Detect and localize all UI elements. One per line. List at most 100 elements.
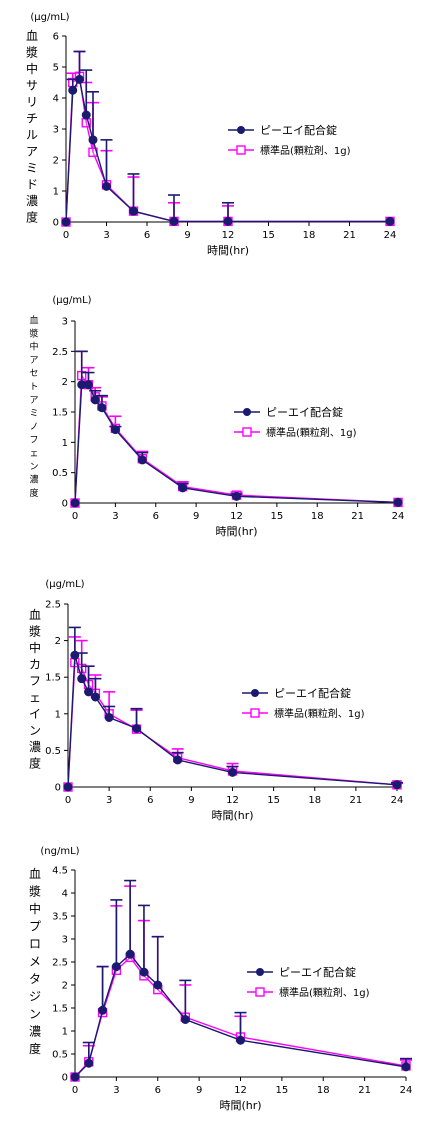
y-tick-label: 2.5 [52,347,68,358]
x-tick-label: 6 [144,230,150,241]
y-tick-label: 2.5 [45,600,61,611]
y-unit-label: (μg/mL) [45,579,84,590]
x-tick-label: 15 [276,1085,289,1096]
x-axis-title: 時間(hr) [211,809,253,822]
y-tick-label: 2.5 [52,958,68,969]
legend-label-pa: ピーエイ配合錠 [260,123,337,137]
legend-label-standard: 標準品(顆粒剤、1g) [279,986,370,999]
x-tick-label: 12 [226,795,239,806]
y-tick-label: 0.5 [52,1050,68,1061]
x-tick-label: 3 [106,795,112,806]
data-point-circle [70,650,80,660]
legend-marker-pa [237,126,245,134]
y-tick-label: 0.5 [45,746,61,757]
x-tick-label: 9 [193,511,199,522]
y-tick-label: 4 [53,94,59,105]
x-tick-label: 15 [262,230,275,241]
chart-panel-3: 0 0.5 1 1.5 2 2.5 0 3 6 9 12 15 18 21 24 (μg/mL) 時間(hr) 血… [29,579,403,822]
data-point-circle [132,723,142,733]
legend-marker-standard [236,145,246,155]
y-unit-label: (ng/mL) [40,846,79,857]
legend-label-standard: 標準品(顆粒剤、1g) [266,426,357,439]
y-tick-label: 1.5 [45,673,61,684]
legend-label-pa: ピーエイ配合錠 [266,405,343,419]
data-point-circle [232,491,241,501]
y-tick-label: 1 [53,187,59,198]
x-tick-label: 3 [103,230,109,241]
data-point-circle [102,181,111,191]
data-point-circle [236,1035,245,1045]
y-tick-label: 4 [62,889,68,900]
x-tick-label: 18 [311,511,324,522]
y-tick-label: 3 [62,935,68,946]
series-standard-granule [61,50,395,227]
y-tick-label: 1 [55,709,61,720]
y-tick-label: 3 [53,125,59,136]
data-point-circle [75,74,84,84]
data-point-circle [223,216,233,226]
data-point-circle [98,1005,108,1015]
legend-label-standard: 標準品(顆粒剤、1g) [260,144,351,157]
series-standard-granule [70,885,412,1082]
x-tick-label: 12 [234,1085,247,1096]
y-axis-title: 血漿中アセトアミノフェン濃度 [29,314,38,499]
y-tick-label: 1 [62,1027,68,1038]
x-tick-label: 6 [147,795,153,806]
x-tick-label: 0 [63,230,69,241]
legend-marker-pa [256,968,264,976]
data-point-circle [81,110,91,120]
data-point-circle [228,767,237,777]
data-point-circle [153,980,163,990]
x-tick-label: 18 [317,1085,330,1096]
y-tick-label: 1.5 [52,408,68,419]
y-tick-label: 3 [62,317,68,328]
data-point-circle [90,395,100,405]
series-line [65,77,390,223]
x-tick-label: 21 [343,230,356,241]
y-tick-label: 0.5 [52,468,68,479]
y-tick-label: 0 [62,1073,68,1084]
y-tick-label: 1.5 [52,1004,68,1015]
y-tick-label: 4.5 [52,866,68,877]
x-tick-label: 0 [72,1085,78,1096]
x-tick-label: 18 [303,230,316,241]
data-point-circle [97,403,107,413]
x-tick-label: 3 [113,1085,119,1096]
series-pa-tablet [63,626,403,792]
x-tick-label: 18 [308,795,321,806]
y-axis-title: 血漿中サリチルアミド濃度 [26,29,38,225]
series-line [74,953,407,1078]
y-tick-label: 0 [62,499,68,510]
x-tick-label: 6 [153,511,159,522]
data-point-circle [70,1072,80,1082]
x-tick-label: 6 [155,1085,161,1096]
data-point-circle [173,755,183,765]
data-point-circle [401,1062,411,1072]
x-tick-label: 24 [391,795,404,806]
series-line [67,655,398,788]
x-tick-label: 15 [267,795,280,806]
data-point-circle [84,1058,94,1068]
data-point-circle [178,483,188,493]
y-tick-label: 2 [55,636,61,647]
y-tick-label: 2 [62,377,68,388]
legend-label-standard: 標準品(顆粒剤、1g) [274,707,365,720]
data-point-circle [180,1015,190,1024]
data-point-circle [90,692,100,702]
x-tick-label: 15 [271,511,284,522]
data-point-circle [125,949,135,959]
x-axis-title: 時間(hr) [219,1099,261,1112]
y-tick-label: 5 [53,63,59,74]
y-tick-label: 0 [53,218,59,229]
legend-marker-pa [243,408,251,416]
data-point-circle [61,217,71,227]
x-tick-label: 24 [384,230,397,241]
x-tick-label: 3 [112,511,118,522]
data-point-circle [385,216,395,226]
data-point-circle [169,216,179,226]
legend-marker-standard [255,987,265,997]
legend-marker-standard [250,708,260,718]
